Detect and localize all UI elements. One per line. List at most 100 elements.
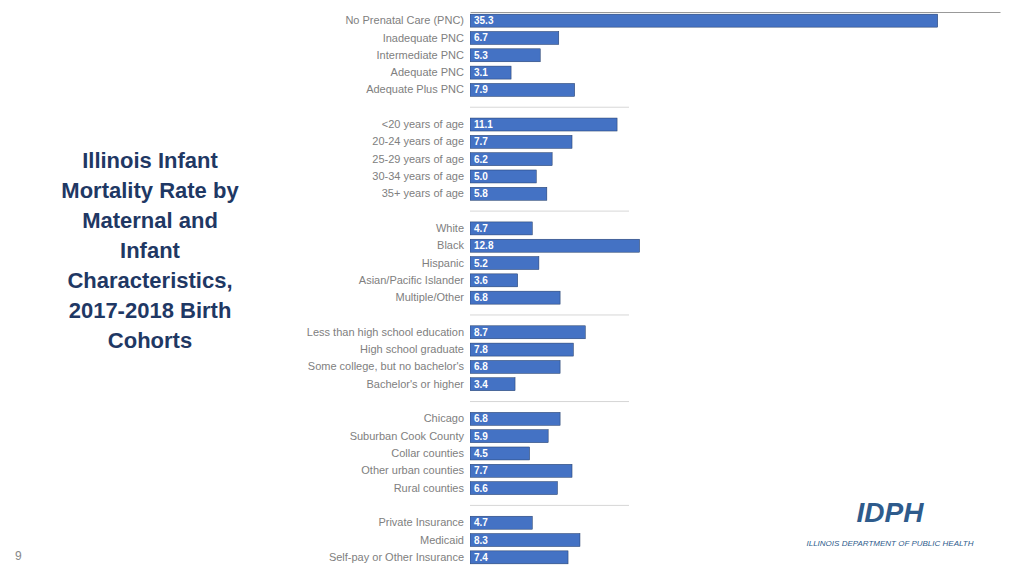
y-tick: 30-34 years of age [372,170,464,182]
bar [470,118,617,131]
data-label: 8.3 [474,535,488,546]
bar [470,187,547,200]
data-label: 6.7 [474,32,488,43]
title-line: Cohorts [108,328,192,353]
y-tick-label: Less than high school education [307,326,464,338]
group-divider [470,211,629,212]
y-tick-label: Medicaid [420,534,464,546]
y-tick-label: Intermediate PNC [377,49,464,61]
bars [470,14,938,564]
y-tick: Chicago [424,412,464,424]
group-divider [470,505,629,506]
y-tick: Hispanic [422,257,465,269]
bar [470,49,540,62]
page-number: 9 [15,549,22,563]
bar [470,482,557,495]
y-tick-label: Some college, but no bachelor's [308,360,465,372]
bar [470,274,518,287]
bar [470,257,539,270]
bar [470,222,532,235]
y-tick-label: White [436,222,464,234]
y-tick-label: 25-29 years of age [372,153,464,165]
bar [470,291,560,304]
bar [470,534,580,547]
data-label: 5.3 [474,50,488,61]
y-tick: Suburban Cook County [350,430,465,442]
bar [470,343,573,356]
y-tick-label: 20-24 years of age [372,135,464,147]
y-tick: Medicaid [420,534,464,546]
data-label: 5.8 [474,188,488,199]
y-tick-label: Hispanic [422,257,465,269]
bar [470,153,552,166]
y-tick-label: Private Insurance [378,516,464,528]
y-tick: Collar counties [391,447,464,459]
y-tick-label: No Prenatal Care (PNC) [345,14,464,26]
data-label: 6.8 [474,361,488,372]
y-tick-label: Adequate Plus PNC [366,83,464,95]
bar [470,551,568,564]
y-tick: 25-29 years of age [372,153,464,165]
y-tick-label: Suburban Cook County [350,430,465,442]
y-axis: No Prenatal Care (PNC) Inadequate PNC Inte… [307,14,465,563]
y-tick-label: Asian/Pacific Islander [359,274,464,286]
y-tick: Private Insurance [378,516,464,528]
y-tick: Asian/Pacific Islander [359,274,464,286]
bar [470,170,536,183]
y-tick: <20 years of age [382,118,464,130]
data-label: 4.5 [474,448,488,459]
bar [470,239,640,252]
y-tick-label: Black [437,239,464,251]
bar [470,135,572,148]
bar [470,360,560,373]
y-tick: Some college, but no bachelor's [308,360,465,372]
data-label: 5.2 [474,258,488,269]
plot: 35.36.75.33.17.911.17.76.25.05.84.712.85… [307,13,1001,564]
data-label: 7.7 [474,465,488,476]
y-tick-label: Bachelor's or higher [367,378,465,390]
data-label: 8.7 [474,327,488,338]
data-label: 7.4 [474,552,488,563]
y-tick: 35+ years of age [382,187,464,199]
y-tick: Multiple/Other [396,291,465,303]
y-tick-label: Rural counties [394,482,465,494]
logo-subtitle: ILLINOIS DEPARTMENT OF PUBLIC HEALTH [807,539,974,548]
data-label: 3.1 [474,67,488,78]
data-label: 11.1 [474,119,493,130]
y-tick-label: <20 years of age [382,118,464,130]
bar [470,516,532,529]
y-tick: Adequate Plus PNC [366,83,464,95]
data-label: 6.8 [474,413,488,424]
data-label: 6.6 [474,483,488,494]
y-tick: 20-24 years of age [372,135,464,147]
data-label: 4.7 [474,517,488,528]
bar [470,14,938,27]
x-axis [471,12,1001,13]
data-label: 35.3 [474,15,494,26]
y-tick-label: Other urban counties [361,464,464,476]
y-tick-label: Multiple/Other [396,291,465,303]
bar [470,412,560,425]
title-line: Illinois Infant [82,148,218,173]
y-tick-label: 30-34 years of age [372,170,464,182]
data-label: 3.4 [474,379,488,390]
bar [470,66,511,79]
bar [470,464,572,477]
y-tick: Intermediate PNC [377,49,464,61]
logo-title: IDPH [857,497,925,528]
y-tick-label: High school graduate [360,343,464,355]
y-tick-label: Chicago [424,412,464,424]
y-tick: Adequate PNC [391,66,464,78]
y-tick: Self-pay or Other Insurance [329,551,464,563]
title-line: Infant [120,238,181,263]
data-label: 7.7 [474,136,488,147]
bar [470,31,559,44]
y-tick-label: Inadequate PNC [383,31,464,43]
data-label: 3.6 [474,275,488,286]
title-line: Maternal and [82,208,218,233]
data-labels: 35.36.75.33.17.911.17.76.25.05.84.712.85… [474,15,494,563]
y-tick: High school graduate [360,343,464,355]
y-tick: No Prenatal Care (PNC) [345,14,464,26]
dividers [470,107,629,505]
y-tick: White [436,222,464,234]
